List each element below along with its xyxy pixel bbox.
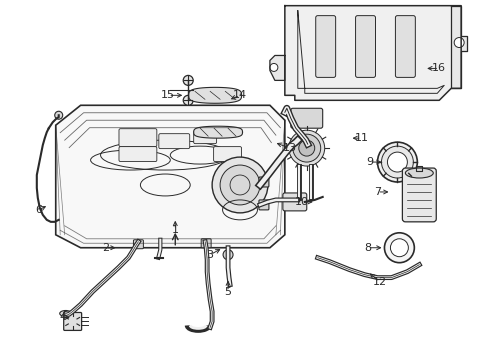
Text: 16: 16 [431,63,446,73]
Text: 14: 14 [232,90,246,100]
Text: 5: 5 [224,287,231,297]
Polygon shape [56,105,285,248]
Circle shape [223,250,233,260]
FancyBboxPatch shape [259,200,268,210]
FancyBboxPatch shape [259,177,268,187]
Text: 8: 8 [363,243,370,253]
Ellipse shape [405,168,432,178]
Circle shape [386,152,407,172]
FancyBboxPatch shape [159,134,189,149]
Circle shape [453,37,463,48]
Circle shape [292,134,320,162]
Circle shape [212,157,267,213]
Polygon shape [193,126,242,138]
Polygon shape [269,55,285,80]
Circle shape [389,239,407,257]
Text: 6: 6 [35,205,42,215]
Text: 11: 11 [354,133,368,143]
Circle shape [288,130,324,166]
Circle shape [55,111,62,119]
Circle shape [183,95,193,105]
Polygon shape [188,87,241,103]
FancyBboxPatch shape [63,312,81,330]
FancyBboxPatch shape [119,147,157,162]
Text: 2: 2 [102,243,109,253]
Circle shape [220,165,260,205]
FancyBboxPatch shape [282,193,306,211]
FancyBboxPatch shape [315,15,335,77]
Polygon shape [285,6,460,100]
FancyBboxPatch shape [119,129,157,147]
FancyBboxPatch shape [213,147,241,162]
FancyBboxPatch shape [193,131,216,144]
Text: 3: 3 [206,250,213,260]
Text: 12: 12 [372,276,386,287]
FancyBboxPatch shape [133,240,143,249]
Circle shape [269,63,277,71]
FancyBboxPatch shape [201,239,211,248]
FancyBboxPatch shape [355,15,375,77]
Ellipse shape [60,310,72,316]
FancyBboxPatch shape [290,108,322,128]
Circle shape [298,140,314,156]
Circle shape [377,142,416,182]
Text: 1: 1 [171,225,179,235]
Text: 15: 15 [161,90,175,100]
Text: 10: 10 [294,197,308,207]
Text: 7: 7 [373,187,380,197]
Circle shape [183,75,193,85]
FancyBboxPatch shape [402,168,435,222]
Text: 4: 4 [59,312,66,323]
FancyBboxPatch shape [395,15,414,77]
Text: 9: 9 [365,157,372,167]
Circle shape [381,146,412,178]
Polygon shape [450,6,466,88]
Text: 13: 13 [282,143,296,153]
Circle shape [384,233,413,263]
